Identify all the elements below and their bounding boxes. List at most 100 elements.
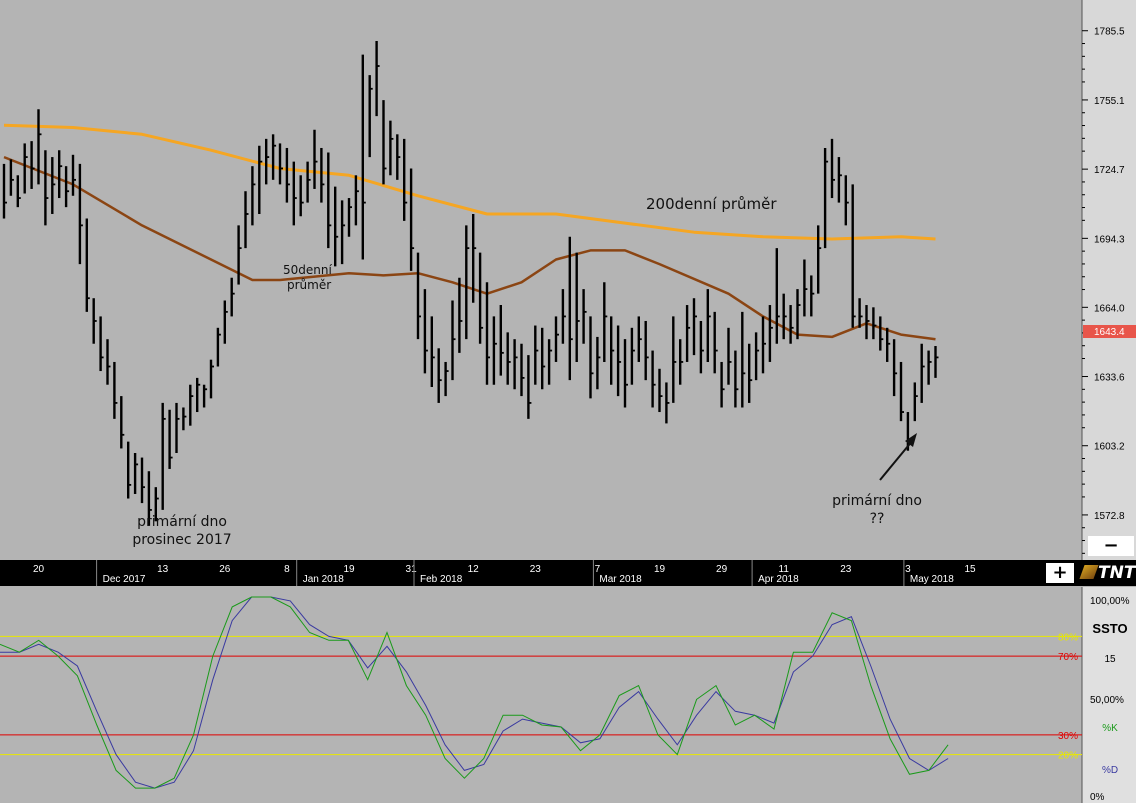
ohlc-bar — [389, 120, 394, 176]
ohlc-bar — [106, 339, 111, 385]
ohlc-bar — [465, 225, 470, 340]
ohlc-bar — [251, 166, 256, 226]
current-price-tag — [1083, 325, 1136, 338]
ohlc-bar — [761, 316, 766, 374]
stochastic-k-line — [0, 596, 949, 789]
price-axis-background — [1082, 0, 1136, 560]
ohlc-bar — [2, 163, 7, 219]
ohlc-bar — [327, 152, 332, 249]
ohlc-bar — [927, 350, 932, 385]
ohlc-bar — [485, 282, 490, 385]
price-axis: 1785.5 1755.1 1724.7 1694.3 1664.0 1633.6 1603… — [1082, 27, 1125, 554]
price-tick-label: 1724.7 — [1094, 165, 1125, 176]
zoom-out-button[interactable]: − — [1088, 536, 1134, 556]
ohlc-bar — [651, 350, 656, 408]
ohlc-bar — [85, 218, 90, 312]
price-tick-label: 1755.1 — [1094, 96, 1125, 107]
ohlc-bar — [195, 377, 201, 413]
ohlc-bar — [168, 409, 173, 469]
ohlc-bar — [630, 327, 635, 385]
stochastic-axis-100: 100,00% — [1090, 596, 1130, 607]
ohlc-bar — [147, 471, 152, 526]
ohlc-bar — [720, 361, 725, 408]
ohlc-bar — [416, 252, 421, 340]
ohlc-bar — [672, 316, 677, 403]
ohlc-bar — [561, 289, 566, 344]
date-day-label: 7 — [595, 564, 601, 575]
stochastic-k-label: %K — [1102, 723, 1118, 734]
ma200-line — [3, 123, 936, 241]
ohlc-bar — [382, 100, 387, 185]
ohlc-bar — [920, 343, 925, 403]
ma50-annotation-line1: 50denní — [283, 263, 332, 277]
ohlc-bar — [230, 277, 235, 317]
ohlc-bar — [851, 184, 856, 328]
stochastic-axis-background — [1082, 587, 1136, 803]
ohlc-bar — [175, 402, 180, 454]
date-month-label: Feb 2018 — [420, 574, 463, 585]
price-tick-label: 1694.3 — [1094, 234, 1125, 245]
date-month-label: May 2018 — [910, 574, 954, 585]
ohlc-bar — [451, 300, 456, 381]
ohlc-bar — [237, 225, 242, 285]
ohlc-bar — [244, 191, 249, 249]
logo-text: TNT — [1098, 563, 1136, 583]
ohlc-bar — [789, 305, 794, 344]
ohlc-bar — [610, 316, 615, 385]
ohlc-bar — [830, 138, 835, 199]
ohlc-bar — [685, 305, 691, 362]
date-month-label: Jan 2018 — [303, 574, 345, 585]
ohlc-bars — [2, 40, 939, 526]
stochastic-axis-50: 50,00% — [1090, 695, 1124, 706]
stochastic-levels: 80% 70% 30% 20% — [0, 632, 1082, 762]
ohlc-bar — [154, 487, 159, 522]
ohlc-bar — [126, 441, 132, 499]
ohlc-bar — [713, 311, 718, 374]
ohlc-bar — [616, 325, 622, 397]
ohlc-bar — [513, 339, 518, 390]
ohlc-bar — [299, 175, 304, 217]
ohlc-bar — [706, 289, 711, 362]
ohlc-bar — [596, 336, 601, 390]
stochastic-title: SSTO — [1092, 621, 1127, 636]
ohlc-bar — [285, 147, 290, 203]
ohlc-bar — [78, 163, 83, 265]
ohlc-bar — [375, 40, 380, 117]
date-day-label: 20 — [33, 564, 45, 575]
ohlc-bar — [51, 157, 56, 214]
ohlc-bar — [23, 143, 28, 194]
ohlc-bar — [568, 236, 573, 381]
ohlc-bar — [216, 327, 221, 367]
ohlc-bar — [699, 320, 704, 374]
ohlc-bar — [354, 175, 359, 226]
ohlc-bar — [37, 109, 42, 185]
zoom-in-button[interactable]: + — [1046, 563, 1074, 583]
ohlc-bar — [478, 252, 484, 344]
date-day-label: 19 — [654, 564, 666, 575]
ohlc-bar — [133, 453, 139, 494]
ohlc-bar — [899, 361, 904, 422]
ohlc-bar — [58, 150, 63, 199]
stochastic-level-label: 20% — [1058, 751, 1078, 762]
ohlc-bar — [534, 325, 539, 385]
ohlc-bar — [637, 316, 642, 362]
stochastic-lines — [0, 596, 949, 789]
ohlc-bar — [292, 161, 297, 226]
ohlc-bar — [458, 277, 463, 353]
date-month-label: Dec 2017 — [103, 574, 146, 585]
ohlc-bar — [858, 298, 863, 328]
date-day-label: 15 — [964, 564, 976, 575]
bottom-right-annotation-line1: primární dno — [832, 493, 922, 509]
ohlc-bar — [9, 159, 14, 196]
date-month-label: Mar 2018 — [599, 574, 642, 585]
stochastic-d-line — [0, 596, 949, 789]
ohlc-bar — [554, 316, 559, 362]
ohlc-bar — [306, 161, 311, 203]
annotation-arrow-head — [905, 433, 917, 447]
ma200-group — [3, 123, 936, 241]
ohlc-bar — [527, 355, 532, 419]
ohlc-bar — [258, 145, 263, 214]
stochastic-period: 15 — [1104, 654, 1116, 665]
ohlc-bar — [844, 175, 849, 226]
